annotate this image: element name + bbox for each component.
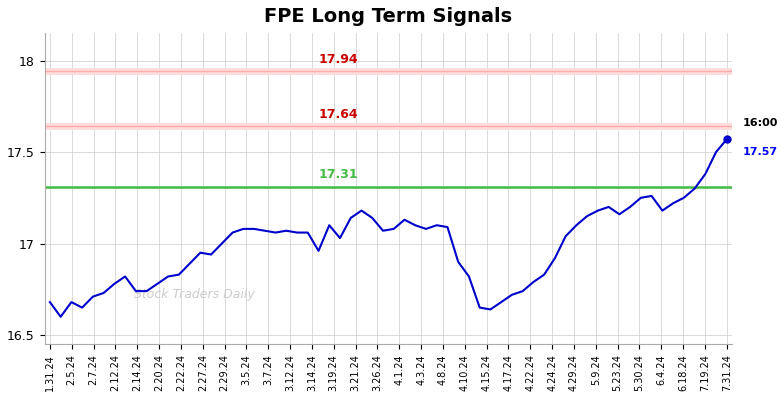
Text: 17.94: 17.94 <box>319 53 358 66</box>
Text: 17.64: 17.64 <box>319 108 358 121</box>
Text: Stock Traders Daily: Stock Traders Daily <box>134 287 255 300</box>
Text: 17.31: 17.31 <box>319 168 358 181</box>
Title: FPE Long Term Signals: FPE Long Term Signals <box>264 7 513 26</box>
Bar <box>45 123 732 130</box>
Text: 16:00: 16:00 <box>743 118 779 128</box>
Bar <box>45 68 732 75</box>
Text: 17.57: 17.57 <box>743 146 778 156</box>
